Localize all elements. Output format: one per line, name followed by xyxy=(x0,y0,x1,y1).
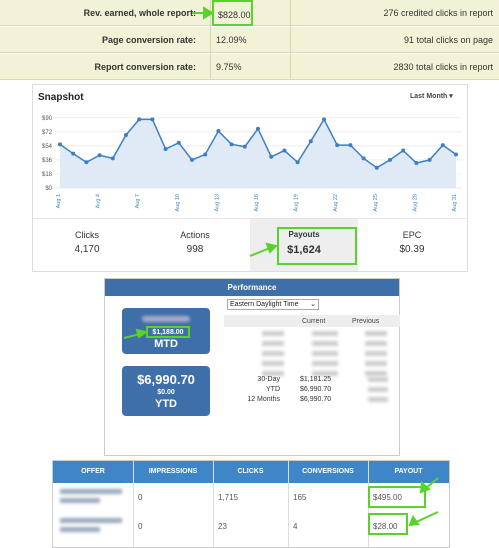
stat-value: $0.39 xyxy=(399,244,425,255)
row-label: 30-Day xyxy=(257,376,280,383)
ytd-label: YTD xyxy=(155,398,177,410)
blurred-text xyxy=(262,361,284,366)
row-current: $1,181.25 xyxy=(300,376,332,383)
row-note: 2830 total clicks in report xyxy=(393,62,493,72)
cell: 4 xyxy=(293,522,298,531)
ytd-amount: $6,990.70 xyxy=(137,372,195,387)
blurred-text xyxy=(365,351,387,356)
row-value: 9.75% xyxy=(216,62,242,72)
divider xyxy=(290,0,291,80)
range-selector[interactable]: Last Month ▾ xyxy=(410,93,453,100)
blurred-text xyxy=(262,341,284,346)
row-label: Page conversion rate: xyxy=(101,35,196,45)
column-header: IMPRESSIONS xyxy=(148,468,198,475)
blurred-text xyxy=(262,331,284,336)
blurred-text xyxy=(312,331,338,336)
column-header: OFFER xyxy=(81,468,105,475)
column-header: CLICKS xyxy=(237,468,264,475)
divider xyxy=(288,461,289,547)
row-current: $6,990.70 xyxy=(300,396,332,403)
column-header: Current xyxy=(302,318,326,325)
report-row: Rev. earned, whole report: $828.00 276 c… xyxy=(0,0,499,26)
row-note: 276 credited clicks in report xyxy=(383,8,493,18)
blurred-offer xyxy=(60,489,122,494)
mtd-label: MTD xyxy=(154,338,178,350)
blurred-text xyxy=(368,387,388,392)
cell: 165 xyxy=(293,493,307,502)
blurred-text xyxy=(368,397,388,402)
timezone-select[interactable]: Eastern Daylight Time ⌄ xyxy=(227,299,319,310)
blurred-text xyxy=(365,331,387,336)
row-current: $6,990.70 xyxy=(300,386,332,393)
blurred-text xyxy=(312,341,338,346)
cell: 1,715 xyxy=(218,493,239,502)
divider xyxy=(133,461,134,547)
blurred-text xyxy=(262,351,284,356)
stat: Clicks xyxy=(75,230,99,240)
row-value: $828.00 xyxy=(212,0,253,26)
row-label: YTD xyxy=(266,386,280,393)
cell: 0 xyxy=(138,522,143,531)
divider xyxy=(210,0,211,80)
report-row: Report conversion rate: 9.75% 2830 total… xyxy=(0,54,499,80)
column-header: PAYOUT xyxy=(394,468,423,475)
stat: Actions xyxy=(180,230,210,240)
cell: 0 xyxy=(138,493,143,502)
blurred-text xyxy=(365,371,387,376)
stat-value: 998 xyxy=(186,244,204,255)
cell: $28.00 xyxy=(373,522,398,531)
table-header-bg xyxy=(224,315,400,327)
cell: 23 xyxy=(218,522,227,531)
row-note: 91 total clicks on page xyxy=(403,35,493,45)
blurred-text xyxy=(312,351,338,356)
blurred-text xyxy=(312,371,338,376)
performance-header: Performance xyxy=(105,279,399,296)
report-row: Page conversion rate: 12.09% 91 total cl… xyxy=(0,27,499,53)
blurred-offer xyxy=(60,518,122,523)
row-label: Rev. earned, whole report: xyxy=(83,8,196,18)
row-label: 12 Months xyxy=(247,396,280,403)
ytd-sub: $0.00 xyxy=(157,389,175,396)
cell: $495.00 xyxy=(373,493,402,502)
ytd-box: $6,990.70 $0.00 YTD xyxy=(122,366,210,416)
column-header: Previous xyxy=(352,318,380,325)
stat-value: $1,624 xyxy=(287,244,321,256)
range-text: Last Month xyxy=(410,93,448,100)
highlight-box xyxy=(277,227,357,265)
divider xyxy=(33,218,467,219)
column-header: CONVERSIONS xyxy=(302,468,354,475)
snapshot-title: Snapshot xyxy=(38,92,84,103)
mtd-amount: $1,188.00 xyxy=(146,326,190,338)
highlight-box xyxy=(368,486,426,508)
timezone-text: Eastern Daylight Time xyxy=(230,301,299,308)
divider xyxy=(213,461,214,547)
stat: Payouts xyxy=(288,230,320,239)
value-text: $828.00 xyxy=(218,10,251,20)
row-value: 12.09% xyxy=(216,35,247,45)
blurred-offer xyxy=(60,527,100,532)
blurred-text xyxy=(365,341,387,346)
row-label: Report conversion rate: xyxy=(94,62,196,72)
stat: EPC xyxy=(402,230,422,240)
blurred-text xyxy=(365,361,387,366)
blurred-text xyxy=(312,361,338,366)
offers-header xyxy=(53,461,449,483)
mtd-box: $1,188.00 MTD xyxy=(122,308,210,354)
blurred-offer xyxy=(60,498,100,503)
highlight-box xyxy=(368,513,408,535)
stat-value: 4,170 xyxy=(74,244,100,255)
blurred-text xyxy=(262,371,284,376)
blurred-text xyxy=(368,377,388,382)
